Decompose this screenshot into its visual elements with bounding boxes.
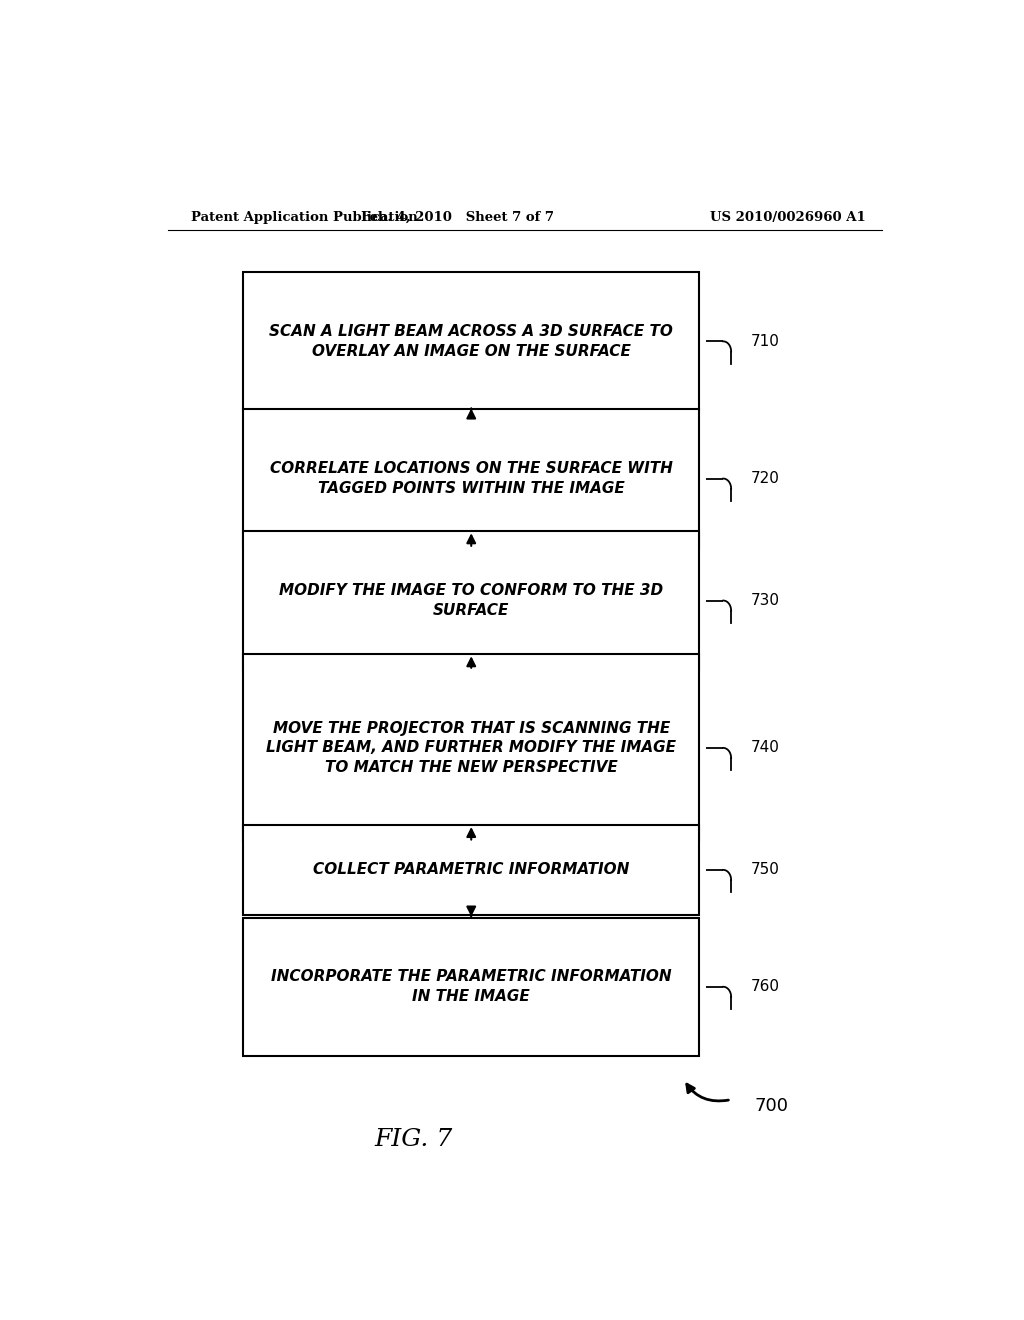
Text: CORRELATE LOCATIONS ON THE SURFACE WITH
TAGGED POINTS WITHIN THE IMAGE: CORRELATE LOCATIONS ON THE SURFACE WITH … xyxy=(269,461,673,496)
Bar xyxy=(243,655,699,841)
Text: MODIFY THE IMAGE TO CONFORM TO THE 3D
SURFACE: MODIFY THE IMAGE TO CONFORM TO THE 3D SU… xyxy=(280,583,664,618)
Bar xyxy=(243,272,699,411)
Text: INCORPORATE THE PARAMETRIC INFORMATION
IN THE IMAGE: INCORPORATE THE PARAMETRIC INFORMATION I… xyxy=(271,969,672,1005)
Bar xyxy=(243,917,699,1056)
Bar xyxy=(243,409,699,548)
Text: 700: 700 xyxy=(755,1097,788,1114)
Text: MOVE THE PROJECTOR THAT IS SCANNING THE
LIGHT BEAM, AND FURTHER MODIFY THE IMAGE: MOVE THE PROJECTOR THAT IS SCANNING THE … xyxy=(266,721,676,775)
Text: Feb. 4, 2010   Sheet 7 of 7: Feb. 4, 2010 Sheet 7 of 7 xyxy=(360,211,554,224)
Text: COLLECT PARAMETRIC INFORMATION: COLLECT PARAMETRIC INFORMATION xyxy=(313,862,630,878)
Text: SCAN A LIGHT BEAM ACROSS A 3D SURFACE TO
OVERLAY AN IMAGE ON THE SURFACE: SCAN A LIGHT BEAM ACROSS A 3D SURFACE TO… xyxy=(269,323,673,359)
Text: FIG. 7: FIG. 7 xyxy=(375,1127,453,1151)
Bar xyxy=(243,532,699,669)
Text: 740: 740 xyxy=(751,741,780,755)
Text: 720: 720 xyxy=(751,471,780,486)
Bar xyxy=(243,825,699,915)
Text: 750: 750 xyxy=(751,862,780,878)
Text: 710: 710 xyxy=(751,334,780,348)
Text: Patent Application Publication: Patent Application Publication xyxy=(191,211,418,224)
Text: 730: 730 xyxy=(751,593,780,609)
Text: 760: 760 xyxy=(751,979,780,994)
Text: US 2010/0026960 A1: US 2010/0026960 A1 xyxy=(711,211,866,224)
